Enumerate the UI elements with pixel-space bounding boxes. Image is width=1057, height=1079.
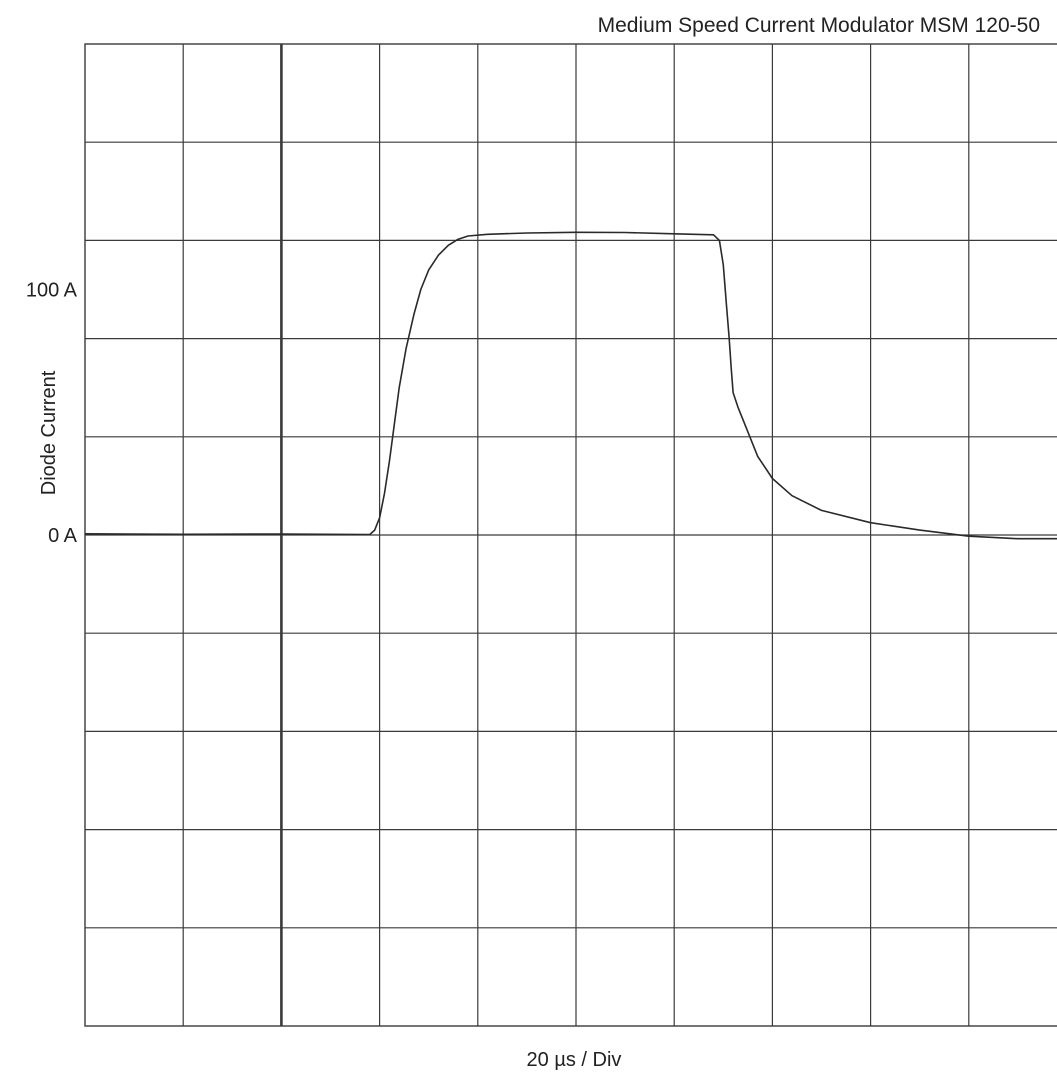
y-tick-labels: 100 A 0 A xyxy=(26,280,78,548)
y-tick-label: 100 A xyxy=(26,280,78,302)
trace-layer xyxy=(84,231,1057,540)
series-line-0 xyxy=(84,231,1057,540)
chart-title: Medium Speed Current Modulator MSM 120-5… xyxy=(598,14,1040,37)
x-axis-label: 20 µs / Div xyxy=(527,1049,622,1071)
grid xyxy=(85,44,1057,1026)
plot-frame xyxy=(84,43,1057,1027)
y-tick-label: 0 A xyxy=(48,525,78,547)
y-axis-label: Diode Current xyxy=(38,370,60,495)
